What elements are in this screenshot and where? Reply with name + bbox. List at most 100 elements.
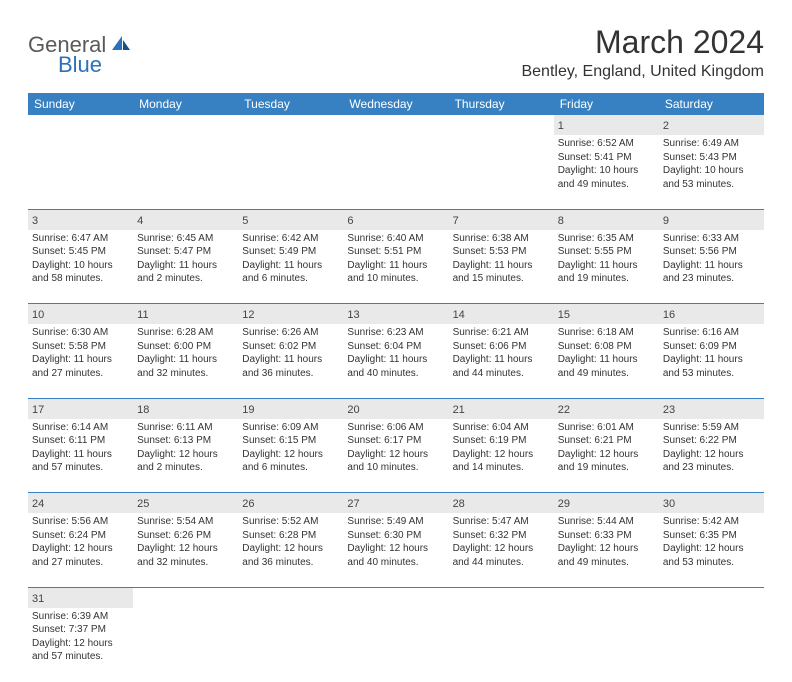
day-header: Monday — [133, 93, 238, 115]
day-number: 16 — [663, 309, 675, 321]
day-cell: Sunrise: 6:09 AMSunset: 6:15 PMDaylight:… — [238, 419, 343, 493]
day-number: 17 — [32, 404, 44, 416]
daynum-cell: 4 — [133, 209, 238, 230]
day-header: Tuesday — [238, 93, 343, 115]
day-number: 20 — [347, 404, 359, 416]
day-cell: Sunrise: 6:16 AMSunset: 6:09 PMDaylight:… — [659, 324, 764, 398]
day-number: 10 — [32, 309, 44, 321]
daynum-cell: 15 — [554, 304, 659, 325]
day-cell: Sunrise: 5:59 AMSunset: 6:22 PMDaylight:… — [659, 419, 764, 493]
sun-info: Sunrise: 6:39 AMSunset: 7:37 PMDaylight:… — [32, 610, 129, 664]
sun-info: Sunrise: 5:52 AMSunset: 6:28 PMDaylight:… — [242, 515, 339, 569]
daynum-cell: 29 — [554, 493, 659, 514]
day-cell: Sunrise: 6:21 AMSunset: 6:06 PMDaylight:… — [449, 324, 554, 398]
daynum-cell: 11 — [133, 304, 238, 325]
day-cell: Sunrise: 6:28 AMSunset: 6:00 PMDaylight:… — [133, 324, 238, 398]
day-number: 5 — [242, 215, 248, 227]
day-cell — [554, 608, 659, 682]
day-header-row: SundayMondayTuesdayWednesdayThursdayFrid… — [28, 93, 764, 115]
content-row: Sunrise: 6:52 AMSunset: 5:41 PMDaylight:… — [28, 135, 764, 209]
day-number: 31 — [32, 593, 44, 605]
sun-info: Sunrise: 6:42 AMSunset: 5:49 PMDaylight:… — [242, 232, 339, 286]
sun-info: Sunrise: 6:26 AMSunset: 6:02 PMDaylight:… — [242, 326, 339, 380]
sail-icon — [110, 34, 132, 57]
day-cell: Sunrise: 6:49 AMSunset: 5:43 PMDaylight:… — [659, 135, 764, 209]
day-header: Sunday — [28, 93, 133, 115]
sun-info: Sunrise: 6:45 AMSunset: 5:47 PMDaylight:… — [137, 232, 234, 286]
daynum-cell: 28 — [449, 493, 554, 514]
content-row: Sunrise: 5:56 AMSunset: 6:24 PMDaylight:… — [28, 513, 764, 587]
day-cell: Sunrise: 6:38 AMSunset: 5:53 PMDaylight:… — [449, 230, 554, 304]
sun-info: Sunrise: 5:44 AMSunset: 6:33 PMDaylight:… — [558, 515, 655, 569]
daynum-row: 24252627282930 — [28, 493, 764, 514]
daynum-cell: 26 — [238, 493, 343, 514]
day-cell: Sunrise: 6:11 AMSunset: 6:13 PMDaylight:… — [133, 419, 238, 493]
day-number: 24 — [32, 498, 44, 510]
day-cell: Sunrise: 6:39 AMSunset: 7:37 PMDaylight:… — [28, 608, 133, 682]
logo-text-blue-wrap: Blue — [58, 52, 102, 78]
day-cell — [659, 608, 764, 682]
daynum-cell: 13 — [343, 304, 448, 325]
day-cell: Sunrise: 6:47 AMSunset: 5:45 PMDaylight:… — [28, 230, 133, 304]
daynum-cell — [659, 587, 764, 608]
day-cell: Sunrise: 6:33 AMSunset: 5:56 PMDaylight:… — [659, 230, 764, 304]
day-cell: Sunrise: 6:35 AMSunset: 5:55 PMDaylight:… — [554, 230, 659, 304]
day-cell: Sunrise: 5:42 AMSunset: 6:35 PMDaylight:… — [659, 513, 764, 587]
day-header: Friday — [554, 93, 659, 115]
sun-info: Sunrise: 6:28 AMSunset: 6:00 PMDaylight:… — [137, 326, 234, 380]
daynum-cell: 18 — [133, 398, 238, 419]
sun-info: Sunrise: 6:18 AMSunset: 6:08 PMDaylight:… — [558, 326, 655, 380]
daynum-row: 3456789 — [28, 209, 764, 230]
daynum-cell: 3 — [28, 209, 133, 230]
content-row: Sunrise: 6:14 AMSunset: 6:11 PMDaylight:… — [28, 419, 764, 493]
day-number: 21 — [453, 404, 465, 416]
day-cell — [449, 135, 554, 209]
daynum-cell: 23 — [659, 398, 764, 419]
day-number: 8 — [558, 215, 564, 227]
day-cell: Sunrise: 6:52 AMSunset: 5:41 PMDaylight:… — [554, 135, 659, 209]
day-number: 13 — [347, 309, 359, 321]
sun-info: Sunrise: 6:47 AMSunset: 5:45 PMDaylight:… — [32, 232, 129, 286]
daynum-cell: 27 — [343, 493, 448, 514]
day-number: 25 — [137, 498, 149, 510]
logo-text-blue: Blue — [58, 52, 102, 77]
daynum-cell — [554, 587, 659, 608]
sun-info: Sunrise: 6:21 AMSunset: 6:06 PMDaylight:… — [453, 326, 550, 380]
day-cell — [238, 135, 343, 209]
day-number: 9 — [663, 215, 669, 227]
sun-info: Sunrise: 6:52 AMSunset: 5:41 PMDaylight:… — [558, 137, 655, 191]
daynum-cell: 24 — [28, 493, 133, 514]
day-number: 28 — [453, 498, 465, 510]
day-number: 1 — [558, 120, 564, 132]
sun-info: Sunrise: 6:38 AMSunset: 5:53 PMDaylight:… — [453, 232, 550, 286]
day-number: 2 — [663, 120, 669, 132]
day-cell — [343, 135, 448, 209]
sun-info: Sunrise: 5:49 AMSunset: 6:30 PMDaylight:… — [347, 515, 444, 569]
day-number: 14 — [453, 309, 465, 321]
day-cell — [238, 608, 343, 682]
content-row: Sunrise: 6:39 AMSunset: 7:37 PMDaylight:… — [28, 608, 764, 682]
day-number: 27 — [347, 498, 359, 510]
day-cell: Sunrise: 5:44 AMSunset: 6:33 PMDaylight:… — [554, 513, 659, 587]
sun-info: Sunrise: 6:33 AMSunset: 5:56 PMDaylight:… — [663, 232, 760, 286]
sun-info: Sunrise: 6:04 AMSunset: 6:19 PMDaylight:… — [453, 421, 550, 475]
day-cell: Sunrise: 5:49 AMSunset: 6:30 PMDaylight:… — [343, 513, 448, 587]
daynum-cell — [238, 115, 343, 135]
day-cell — [449, 608, 554, 682]
day-cell: Sunrise: 6:42 AMSunset: 5:49 PMDaylight:… — [238, 230, 343, 304]
page-title: March 2024 — [521, 24, 764, 61]
daynum-row: 17181920212223 — [28, 398, 764, 419]
sun-info: Sunrise: 6:01 AMSunset: 6:21 PMDaylight:… — [558, 421, 655, 475]
day-cell: Sunrise: 6:26 AMSunset: 6:02 PMDaylight:… — [238, 324, 343, 398]
daynum-cell — [343, 587, 448, 608]
daynum-cell — [449, 115, 554, 135]
daynum-row: 31 — [28, 587, 764, 608]
day-number: 23 — [663, 404, 675, 416]
daynum-cell: 6 — [343, 209, 448, 230]
calendar-table: SundayMondayTuesdayWednesdayThursdayFrid… — [28, 93, 764, 682]
day-number: 26 — [242, 498, 254, 510]
day-number: 15 — [558, 309, 570, 321]
daynum-cell: 16 — [659, 304, 764, 325]
day-cell: Sunrise: 6:18 AMSunset: 6:08 PMDaylight:… — [554, 324, 659, 398]
daynum-row: 12 — [28, 115, 764, 135]
